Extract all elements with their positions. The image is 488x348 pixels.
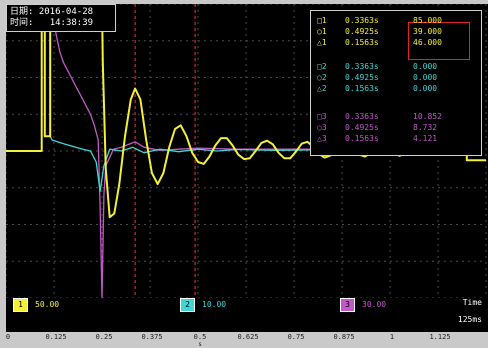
channel-2-scale: 10.00: [202, 300, 227, 309]
readout-marker: △3: [317, 134, 327, 143]
readout-value: 46.000: [413, 38, 442, 47]
x-tick-label: 1: [389, 333, 395, 341]
date-value: 2016-04-28: [38, 7, 94, 17]
scope-screen: 日期: 2016-04-28 时间: 14:38:39 □1 0.3363s 85.…: [6, 4, 488, 332]
cursors: [134, 4, 196, 298]
readout-value: 85.000: [413, 16, 442, 25]
readout-marker: □3: [317, 112, 327, 121]
x-tick-label: 0.375: [141, 333, 163, 341]
readout-marker: □1: [317, 16, 327, 25]
readout-time: 0.3363s: [345, 16, 379, 25]
readout-value: 4.121: [413, 134, 438, 143]
x-unit-label: s: [198, 341, 202, 348]
channel-bar: 1 50.00 2 10.00 3 30.00 Time 125ms: [6, 298, 488, 332]
highlight-box: [408, 22, 470, 60]
readout-value: 39.000: [413, 27, 442, 36]
x-tick-label: 0.5: [193, 333, 207, 341]
x-tick-label: 0.75: [287, 333, 305, 341]
channel-1-button[interactable]: 1: [13, 298, 28, 312]
date-row: 日期: 2016-04-28: [10, 7, 93, 18]
channel-2-button[interactable]: 2: [180, 298, 195, 312]
readout-value: 0.000: [413, 73, 438, 82]
x-tick-label: 1.125: [429, 333, 451, 341]
channel-3-button[interactable]: 3: [340, 298, 355, 312]
trace-ch3: [6, 4, 486, 298]
readout-value: 0.000: [413, 84, 438, 93]
readout-time: 0.1563s: [345, 84, 379, 93]
x-axis: 0 0.125 0.25 0.375 0.5 0.625 0.75 0.875 1 1.125 s: [6, 332, 488, 348]
time-value: 14:38:39: [49, 18, 94, 28]
readout-marker: △1: [317, 38, 327, 47]
date-label: 日期:: [10, 7, 34, 17]
readout-marker: △2: [317, 84, 327, 93]
time-label: Time: [462, 298, 482, 307]
readout-time: 0.4925s: [345, 123, 379, 132]
time-row: 时间: 14:38:39: [10, 18, 93, 29]
cursor-readout-panel: □1 0.3363s 85.000 ○1 0.4925s 39.000 △1 0.1563s 4…: [310, 10, 482, 156]
readout-value: 0.000: [413, 62, 438, 71]
datetime-box: 日期: 2016-04-28 时间: 14:38:39: [6, 4, 116, 32]
readout-marker: □2: [317, 62, 327, 71]
channel-1-scale: 50.00: [35, 300, 60, 309]
time-label: 时间:: [10, 18, 34, 28]
readout-marker: ○3: [317, 123, 327, 132]
time-scale: 125ms: [457, 315, 482, 324]
channel-3-scale: 30.00: [362, 300, 387, 309]
x-tick-label: 0.25: [95, 333, 113, 341]
readout-time: 0.4925s: [345, 73, 379, 82]
readout-value: 10.852: [413, 112, 442, 121]
x-tick-label: 0.875: [333, 333, 355, 341]
readout-time: 0.4925s: [345, 27, 379, 36]
readout-marker: ○2: [317, 73, 327, 82]
readout-marker: ○1: [317, 27, 327, 36]
readout-time: 0.3363s: [345, 62, 379, 71]
x-tick-label: 0: [5, 333, 11, 341]
readout-time: 0.1563s: [345, 38, 379, 47]
x-tick-label: 0.125: [45, 333, 67, 341]
x-tick-label: 0.625: [237, 333, 259, 341]
readout-time: 0.1563s: [345, 134, 379, 143]
readout-time: 0.3363s: [345, 112, 379, 121]
readout-value: 8.732: [413, 123, 438, 132]
